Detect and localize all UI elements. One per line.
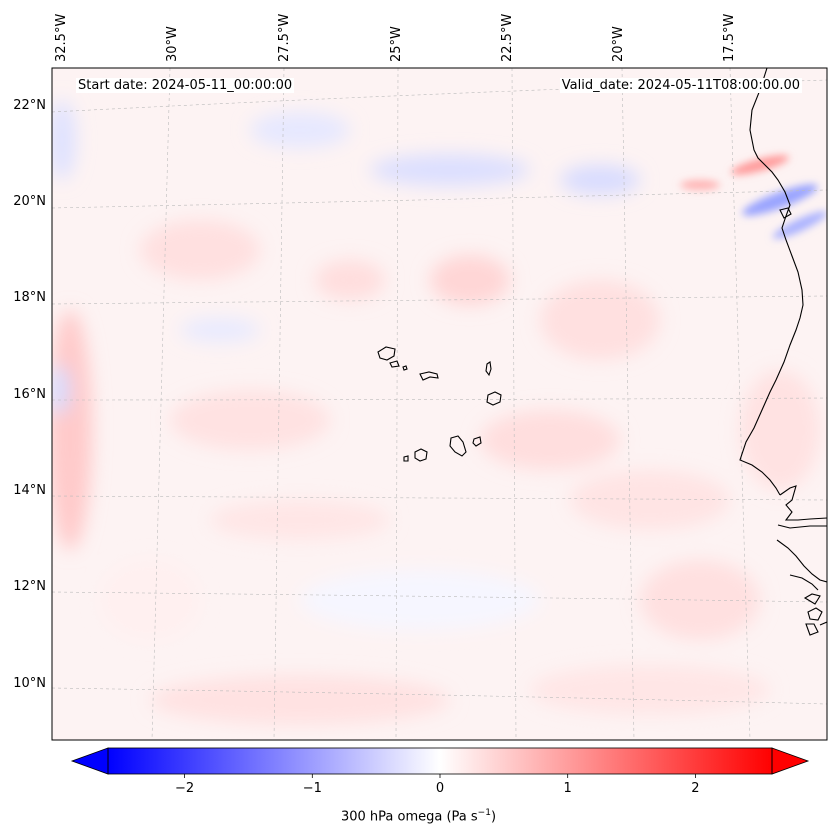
island-maio [472,436,482,447]
colorbar-tick-label: −2 [175,781,195,796]
valid-date-label: Valid_date: 2024-05-11T08:00:00.00 [559,78,802,93]
colorbar-tick-label: 1 [563,781,572,796]
lon-label-17-5w: 17.5°W [722,13,737,62]
lat-label-20n: 20°N [13,194,46,209]
island-fogo [414,448,428,462]
colorbar-label-sup: −1 [477,808,491,818]
island-sao-vicente [389,360,400,368]
gridlines [52,68,827,740]
island-santa-luzia [402,365,408,371]
lat-label-12n: 12°N [13,579,46,594]
colorbar-label-suffix: ) [490,809,497,825]
lon-label-27-5w: 27.5°W [277,13,292,62]
island-sal [485,361,492,377]
lon-label-25w: 25°W [389,26,404,62]
coastal-features [680,155,827,239]
map-area[interactable] [48,68,830,740]
colorbar-label-prefix: 300 hPa omega (Pa s [340,809,478,825]
island-santo-antao [377,346,396,361]
lon-label-22-5w: 22.5°W [500,13,515,62]
colorbar-extend-max [771,747,810,775]
lon-label-32-5w: 32.5°W [54,13,69,62]
island-sao-nicolau [419,371,439,381]
colorbar-extend-min [70,747,109,775]
colorbar-label: 300 hPa omega (Pa s−1) [0,808,837,824]
map-frame [51,67,828,741]
island-boa-vista [486,391,502,406]
colorbar-tick-label: −1 [302,781,322,796]
colorbar-tick-label: 0 [435,781,445,796]
lon-label-20w: 20°W [611,26,626,62]
cape-verde-islands [377,346,502,462]
omega-field [52,100,820,725]
colorbar-tick-label: 2 [691,781,700,796]
lat-label-22n: 22°N [13,98,46,113]
african-coastline[interactable] [739,68,827,636]
lat-label-18n: 18°N [13,290,46,305]
colorbar [70,747,810,778]
start-date-label: Start date: 2024-05-11_00:00:00 [76,78,295,93]
lon-label-30w: 30°W [165,26,180,62]
lat-label-14n: 14°N [13,483,46,498]
lat-label-10n: 10°N [13,676,46,691]
colorbar-ticklines [184,774,696,778]
lat-label-16n: 16°N [13,387,46,402]
island-brava [403,455,409,462]
island-santiago [449,435,467,457]
colorbar-gradient [108,748,772,774]
